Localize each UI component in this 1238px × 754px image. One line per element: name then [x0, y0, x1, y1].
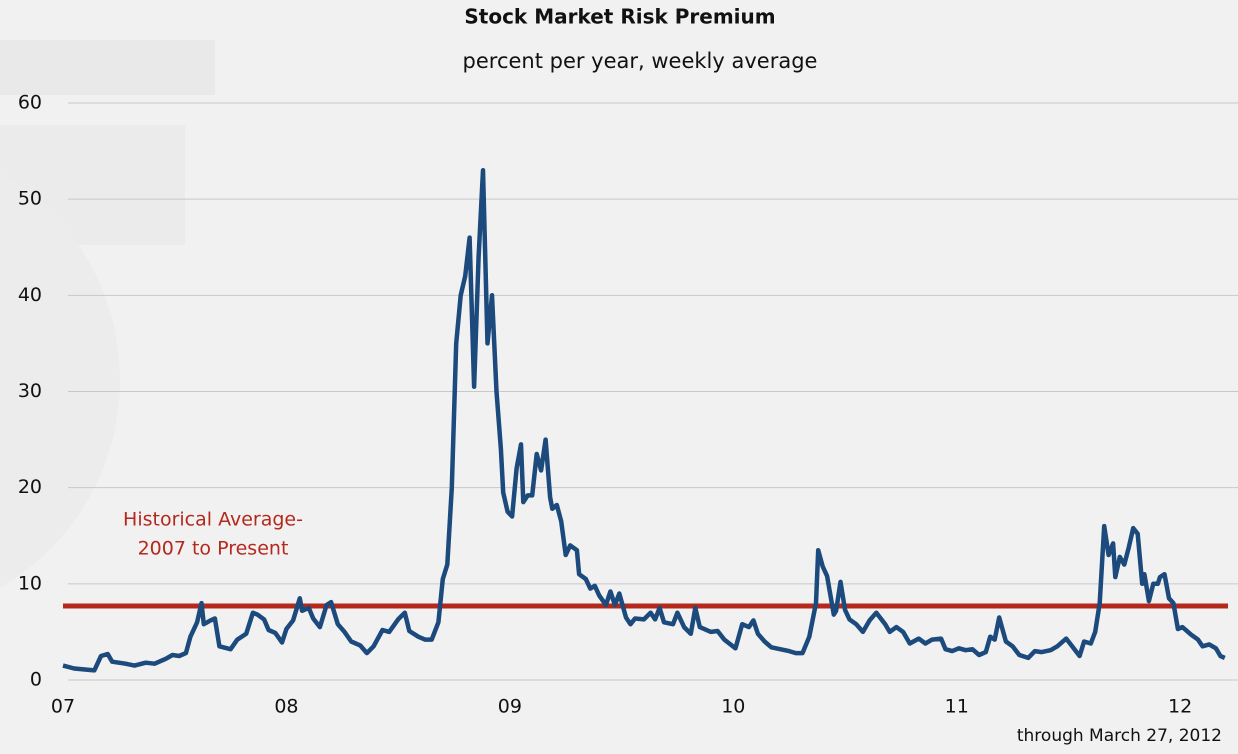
y-tick-label: 30 [18, 380, 42, 402]
y-tick-label: 50 [18, 188, 42, 210]
reference-label: Historical Average- [123, 509, 303, 531]
chart-title: Stock Market Risk Premium [464, 5, 775, 29]
x-tick-label: 10 [721, 696, 745, 718]
x-tick-label: 11 [945, 696, 969, 718]
decor [0, 172, 120, 588]
y-tick-label: 20 [18, 476, 42, 498]
x-tick-label: 09 [498, 696, 522, 718]
x-tick-label: 07 [51, 696, 75, 718]
footnote: through March 27, 2012 [1017, 726, 1222, 746]
x-tick-label: 08 [274, 696, 298, 718]
reference-label: 2007 to Present [138, 538, 289, 560]
x-tick-label: 12 [1168, 696, 1192, 718]
y-tick-label: 0 [30, 669, 42, 691]
y-tick-label: 60 [18, 92, 42, 114]
line-series [62, 168, 1226, 673]
chart-subtitle: percent per year, weekly average [463, 49, 818, 73]
y-tick-label: 10 [18, 572, 42, 594]
y-tick-label: 40 [18, 284, 42, 306]
decor [0, 40, 215, 95]
